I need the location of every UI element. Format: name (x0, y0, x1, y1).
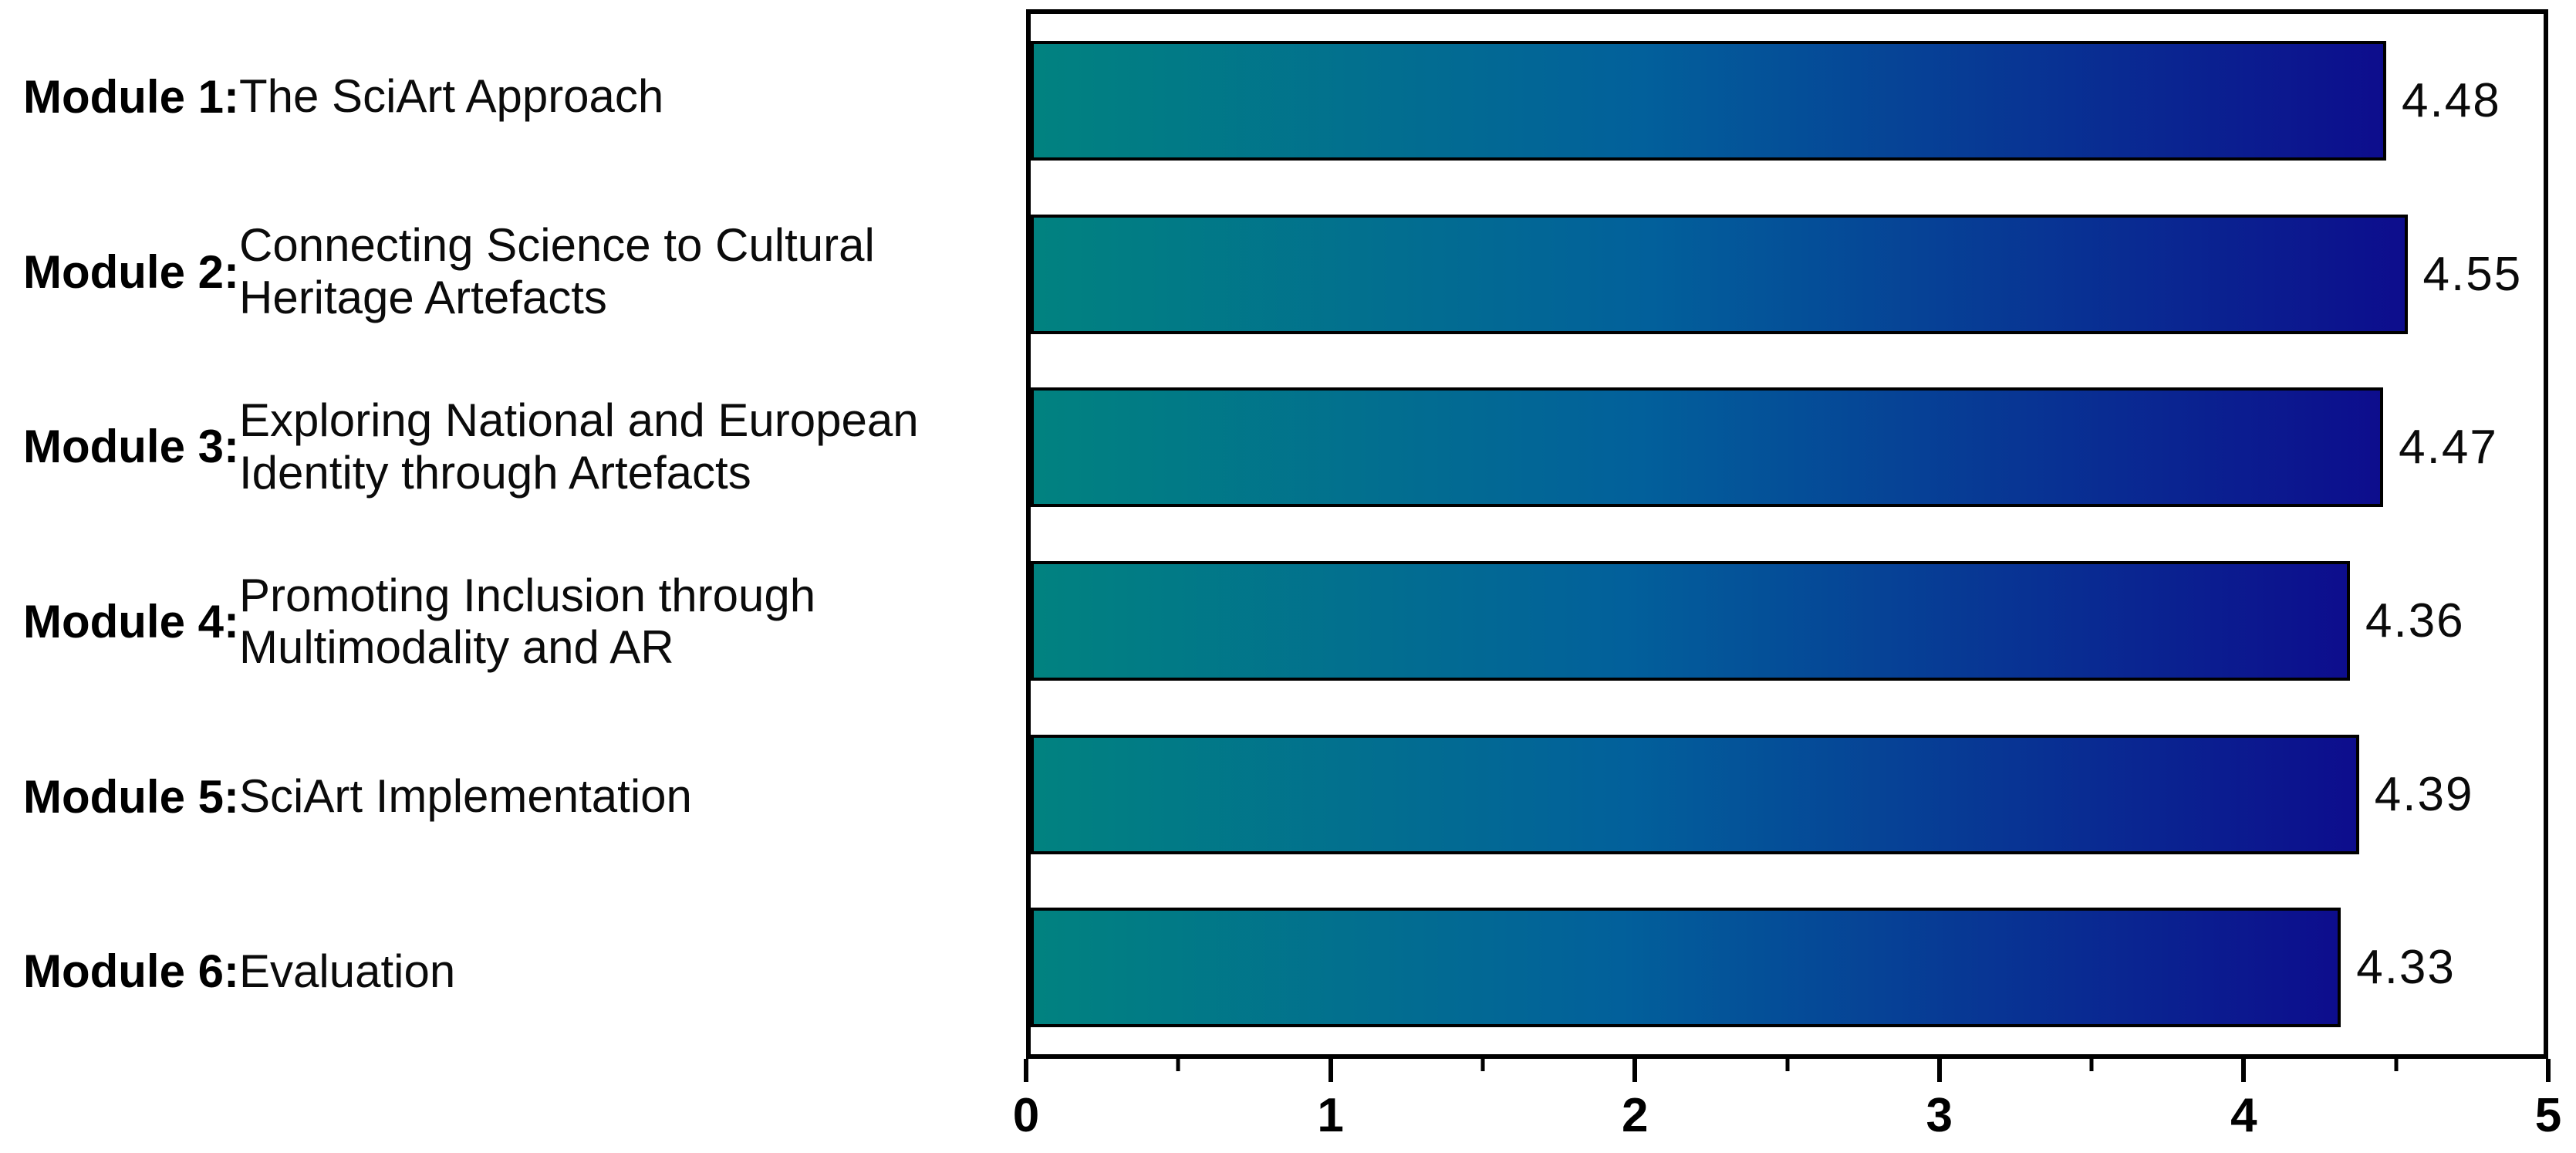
module-tag: Module 3: (23, 421, 239, 473)
category-label-row: Module 3: Exploring National and European… (23, 359, 1023, 534)
x-axis-tick-label: 0 (1012, 1089, 1040, 1142)
x-axis-major-tick (2241, 1059, 2247, 1082)
x-axis-minor-tick (2089, 1059, 2094, 1071)
module-tag: Module 1: (23, 70, 239, 123)
category-label-row: Module 2: Connecting Science to Cultural … (23, 184, 1023, 360)
plot-area: 4.48 4.55 4.47 4.36 4.39 4.33 (1026, 9, 2548, 1059)
bar-row: 4.33 (1031, 881, 2544, 1054)
bar-row: 4.36 (1031, 534, 2544, 708)
bar (1031, 734, 2359, 854)
category-label-row: Module 4: Promoting Inclusion through Mul… (23, 534, 1023, 709)
x-axis-minor-tick (1176, 1059, 1180, 1071)
module-title: Promoting Inclusion through Multimodalit… (239, 569, 816, 674)
x-axis-minor-tick (1480, 1059, 1485, 1071)
bar-row: 4.39 (1031, 708, 2544, 881)
bar-row: 4.47 (1031, 360, 2544, 534)
bar (1031, 908, 2341, 1028)
bar-value-label: 4.55 (2422, 247, 2523, 301)
module-tag: Module 5: (23, 770, 239, 823)
module-tag: Module 4: (23, 595, 239, 648)
bar-value-label: 4.48 (2402, 73, 2501, 127)
category-label-row: Module 6: Evaluation (23, 884, 1023, 1059)
bar-row: 4.55 (1031, 188, 2544, 361)
x-axis-major-tick (1632, 1059, 1638, 1082)
bar (1031, 387, 2384, 508)
x-axis-tick-label: 3 (1926, 1089, 1953, 1142)
x-axis-tick-label: 5 (2534, 1089, 2562, 1142)
bar-value-label: 4.39 (2374, 767, 2474, 821)
category-label-row: Module 1: The SciArt Approach (23, 9, 1023, 184)
category-labels: Module 1: The SciArt Approach Module 2: Con… (23, 9, 1023, 1059)
category-label-row: Module 5: SciArt Implementation (23, 709, 1023, 884)
x-axis: 0 1 2 3 4 5 (1013, 1059, 2561, 1153)
x-axis-major-tick (1024, 1059, 1028, 1082)
x-axis-major-tick (1328, 1059, 1333, 1082)
module-title: The SciArt Approach (239, 70, 664, 123)
x-axis-tick-label: 2 (1621, 1089, 1649, 1142)
module-title: Connecting Science to Cultural Heritage … (239, 219, 875, 323)
x-axis-major-tick (1936, 1059, 1942, 1082)
x-axis-minor-tick (1785, 1059, 1789, 1071)
bar-value-label: 4.36 (2365, 593, 2465, 648)
bar (1031, 214, 2408, 334)
module-title: Exploring National and European Identity… (239, 394, 919, 499)
module-title: SciArt Implementation (239, 770, 692, 823)
x-axis-major-tick (2546, 1059, 2551, 1082)
module-tag: Module 6: (23, 945, 239, 998)
module-tag: Module 2: (23, 245, 239, 298)
bar-row: 4.48 (1031, 14, 2544, 188)
bar (1031, 560, 2350, 681)
x-axis-minor-tick (2394, 1059, 2399, 1071)
x-axis-tick-label: 1 (1317, 1089, 1344, 1142)
bar-value-label: 4.47 (2399, 421, 2498, 475)
module-title: Evaluation (239, 945, 456, 997)
bar (1031, 40, 2387, 161)
bar-value-label: 4.33 (2356, 941, 2456, 995)
x-axis-tick-label: 4 (2230, 1089, 2257, 1142)
